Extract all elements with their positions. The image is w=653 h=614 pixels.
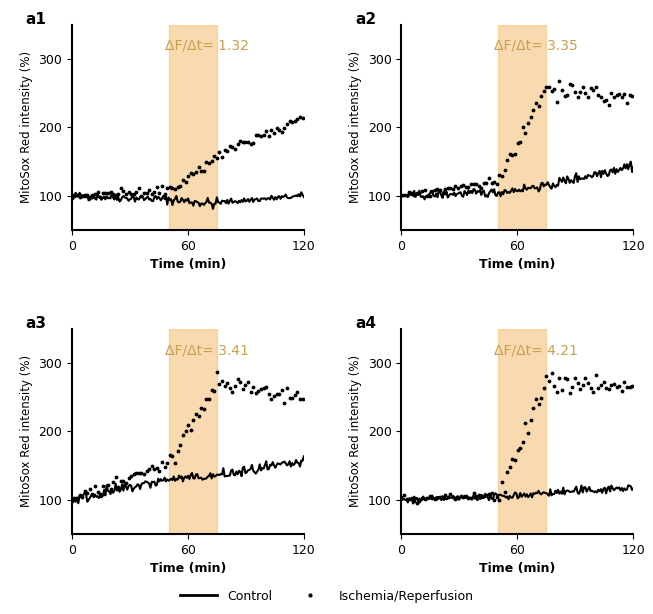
Bar bbox=[498, 25, 547, 230]
Y-axis label: MitoSox Red intensity (%): MitoSox Red intensity (%) bbox=[20, 356, 33, 508]
X-axis label: Time (min): Time (min) bbox=[479, 562, 556, 575]
Text: ΔF/Δt= 4.21: ΔF/Δt= 4.21 bbox=[494, 343, 578, 357]
Legend: Control, Ischemia/Reperfusion: Control, Ischemia/Reperfusion bbox=[174, 585, 479, 608]
Text: a1: a1 bbox=[25, 12, 46, 27]
Text: ΔF/Δt= 1.32: ΔF/Δt= 1.32 bbox=[165, 39, 249, 53]
Y-axis label: MitoSox Red intensity (%): MitoSox Red intensity (%) bbox=[349, 51, 362, 203]
Text: a4: a4 bbox=[355, 316, 376, 332]
X-axis label: Time (min): Time (min) bbox=[150, 562, 226, 575]
Text: ΔF/Δt= 3.41: ΔF/Δt= 3.41 bbox=[165, 343, 249, 357]
Bar bbox=[168, 328, 217, 534]
Text: a3: a3 bbox=[25, 316, 46, 332]
Bar bbox=[498, 328, 547, 534]
Bar bbox=[168, 25, 217, 230]
X-axis label: Time (min): Time (min) bbox=[150, 258, 226, 271]
Text: ΔF/Δt= 3.35: ΔF/Δt= 3.35 bbox=[494, 39, 578, 53]
Y-axis label: MitoSox Red intensity (%): MitoSox Red intensity (%) bbox=[20, 51, 33, 203]
Y-axis label: MitoSox Red intensity (%): MitoSox Red intensity (%) bbox=[349, 356, 362, 508]
X-axis label: Time (min): Time (min) bbox=[479, 258, 556, 271]
Text: a2: a2 bbox=[355, 12, 376, 27]
